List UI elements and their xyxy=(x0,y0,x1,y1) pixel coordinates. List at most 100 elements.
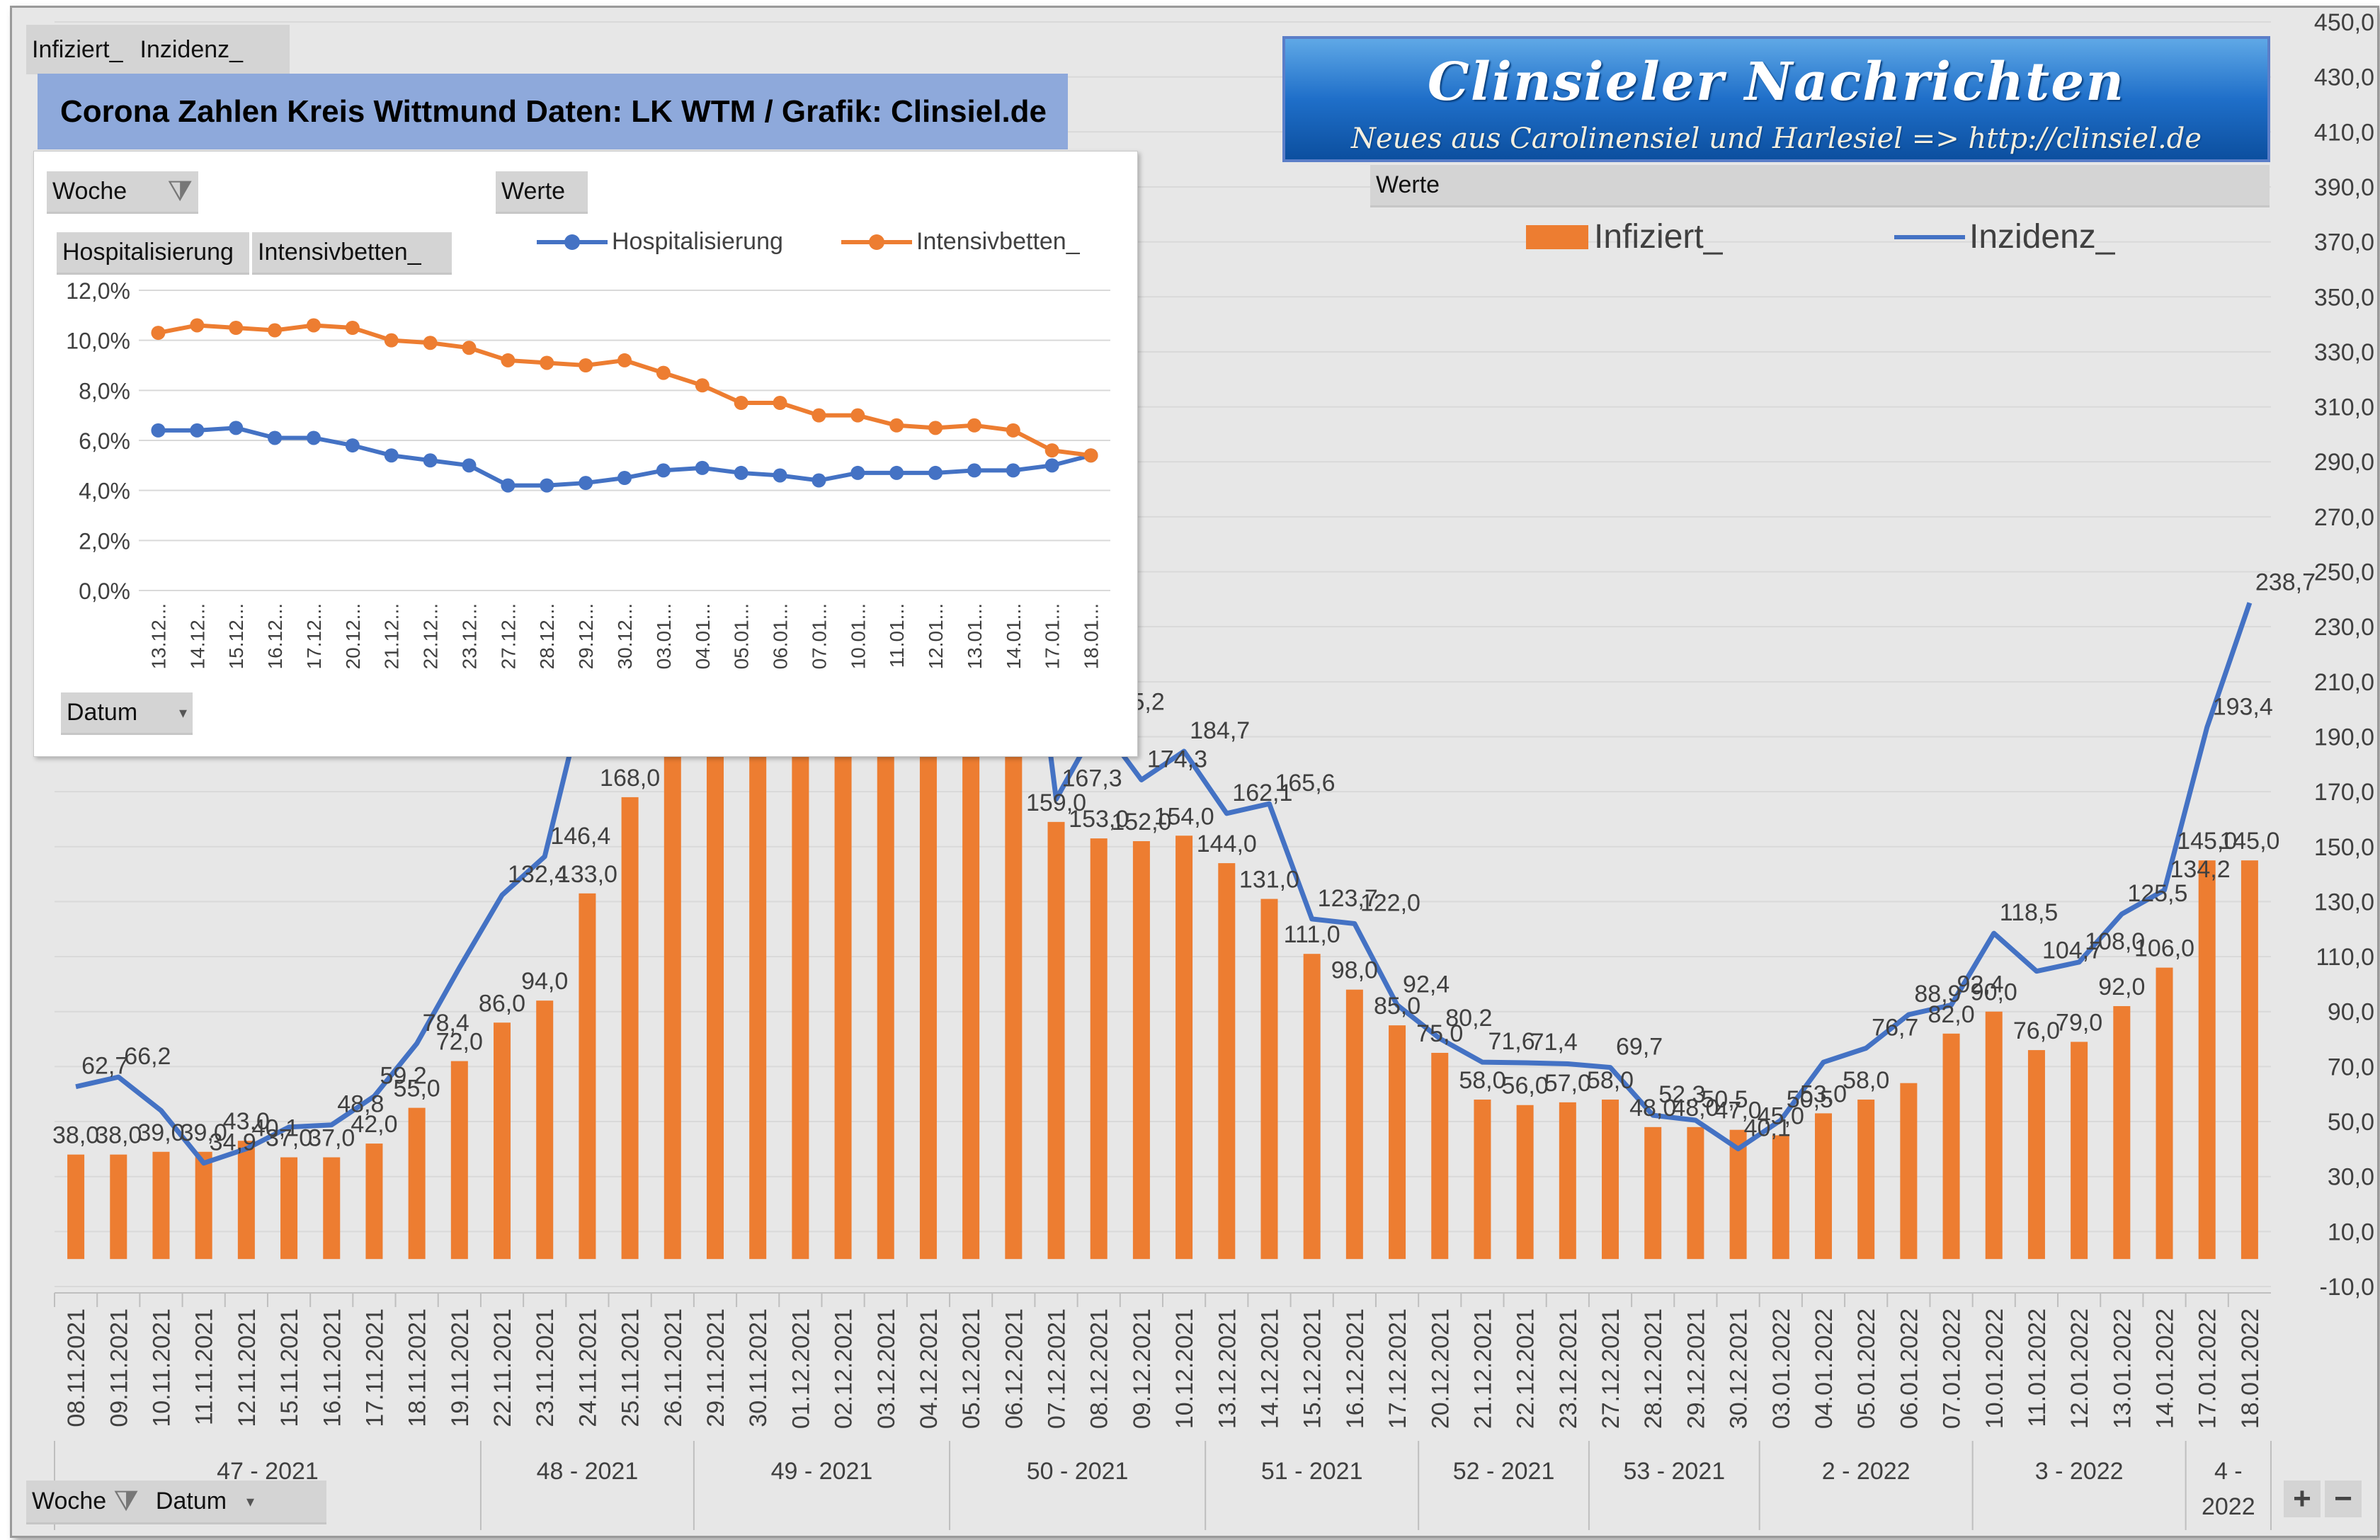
bar xyxy=(1175,835,1193,1260)
y-tick-label: 250,0 xyxy=(2314,559,2374,586)
hospitalisierung-point xyxy=(190,423,205,438)
bar xyxy=(579,893,596,1260)
woche-filter-button-inset[interactable]: Woche ⧩ xyxy=(47,171,198,214)
bar xyxy=(1431,1052,1449,1260)
bar-data-label: 106,0 xyxy=(2134,935,2194,962)
bar xyxy=(1644,1127,1662,1260)
inset-y-tick-label: 0,0% xyxy=(79,578,130,604)
intensivbetten-point xyxy=(540,355,554,370)
hospitalisierung-chart: 0,0% 2,0% 4,0% 6,0% 8,0% 10,0% 12,0% 13.12... 14… xyxy=(33,151,1138,757)
bar xyxy=(877,671,894,1260)
bar-data-label: 152,0 xyxy=(1111,809,1171,835)
y-tick-label: 90,0 xyxy=(2328,999,2374,1026)
hospitalisierung-point xyxy=(462,458,477,473)
x-tick-label: 15.12.2021 xyxy=(1299,1308,1326,1429)
y-tick-label: 430,0 xyxy=(2314,64,2374,91)
logo-title: Clinsieler Nachrichten xyxy=(1427,52,2126,113)
bar xyxy=(494,1022,511,1260)
hospitalisierung-field-label: Hospitalisierung xyxy=(62,239,234,266)
x-tick-label: 08.12.2021 xyxy=(1086,1308,1113,1429)
clinsiel-logo: Clinsieler Nachrichten Neues aus Carolin… xyxy=(1282,36,2270,162)
line-data-label: 92,4 xyxy=(1957,971,2004,998)
line-data-label: 52,3 xyxy=(1658,1081,1705,1108)
intensivbetten-field-label: Intensivbetten_ xyxy=(258,239,421,266)
bar-data-label: 144,0 xyxy=(1197,831,1257,857)
collapse-button[interactable]: − xyxy=(2325,1481,2362,1517)
inset-x-tick-label: 18.01... xyxy=(1081,603,1103,669)
x-tick-label: 14.12.2021 xyxy=(1256,1308,1283,1429)
expand-button[interactable]: + xyxy=(2284,1481,2321,1517)
hospitalisierung-field-button[interactable]: Hospitalisierung xyxy=(57,232,249,275)
x-tick-label: 30.12.2021 xyxy=(1726,1308,1753,1429)
bar xyxy=(919,671,937,1260)
week-group-label: 52 - 2021 xyxy=(1453,1458,1555,1485)
inset-y-tick-label: 12,0% xyxy=(66,278,130,304)
inset-x-tick-label: 27.12... xyxy=(497,603,519,669)
intensivbetten-point xyxy=(1083,448,1098,463)
inset-x-tick-label: 22.12... xyxy=(420,603,442,669)
intensivbetten-field-button[interactable]: Intensivbetten_ xyxy=(252,232,452,275)
werte-field-button-inset[interactable]: Werte xyxy=(496,171,588,214)
legend-line-swatch xyxy=(1894,234,1965,239)
y-tick-label: 150,0 xyxy=(2314,834,2374,861)
bar xyxy=(1900,1083,1918,1260)
inset-x-tick-label: 10.01... xyxy=(847,603,869,669)
line-data-label: 71,4 xyxy=(1531,1029,1578,1056)
line-data-label: 92,4 xyxy=(1403,971,1450,998)
week-group-label: 49 - 2021 xyxy=(771,1458,873,1485)
bar-data-label: 58,0 xyxy=(1843,1067,1889,1094)
legend-inzidenz-label: Inzidenz_ xyxy=(1969,218,2115,256)
x-tick-label: 23.12.2021 xyxy=(1555,1308,1582,1429)
legend-bar-swatch xyxy=(1526,224,1588,249)
inset-x-tick-label: 14.12... xyxy=(186,603,208,669)
bar-data-label: 48,0 xyxy=(1672,1095,1719,1122)
week-group-label: 2 - 2022 xyxy=(1822,1458,1911,1485)
line-data-label: 50,5 xyxy=(1701,1086,1748,1113)
intensivbetten-point xyxy=(1044,443,1059,458)
bar xyxy=(1260,899,1278,1260)
hospitalisierung-point xyxy=(889,465,904,480)
line-data-label: 78,4 xyxy=(423,1010,469,1037)
x-tick-label: 03.01.2022 xyxy=(1768,1308,1795,1429)
x-tick-label: 17.12.2021 xyxy=(1384,1308,1411,1429)
bar xyxy=(2156,967,2173,1260)
bar-data-label: 76,0 xyxy=(2013,1017,2060,1044)
x-tick-label: 22.11.2021 xyxy=(489,1308,516,1427)
y-tick-label: 30,0 xyxy=(2328,1164,2374,1191)
bar-data-label: 53,0 xyxy=(1800,1080,1847,1107)
woche-axis-button[interactable]: Woche xyxy=(32,1488,107,1515)
hospitalisierung-point xyxy=(1006,463,1020,478)
line-data-label: 167,3 xyxy=(1062,765,1122,792)
hospitalisierung-point xyxy=(540,478,554,493)
datum-field-button-inset[interactable]: Datum ▾ xyxy=(61,692,193,735)
bar-data-label: 131,0 xyxy=(1239,867,1299,894)
bar-data-label: 43,0 xyxy=(223,1108,270,1135)
bar-data-label: 79,0 xyxy=(2056,1009,2102,1036)
week-group-label: 53 - 2021 xyxy=(1623,1458,1725,1485)
inset-x-tick-label: 07.01... xyxy=(808,603,830,669)
intensivbetten-point xyxy=(617,353,632,367)
bar-data-label: 42,0 xyxy=(351,1111,397,1138)
intensivbetten-point xyxy=(462,341,477,355)
x-tick-label: 11.11.2021 xyxy=(191,1308,218,1425)
x-tick-label: 24.11.2021 xyxy=(574,1308,601,1427)
werte-field-button-main[interactable]: Werte xyxy=(1370,165,2270,207)
infiziert-field-button[interactable]: Infiziert_ xyxy=(32,35,123,63)
hospitalisierung-point xyxy=(151,423,166,438)
bar xyxy=(1602,1099,1619,1260)
week-group-label: 50 - 2021 xyxy=(1027,1458,1129,1485)
y-tick-label: 110,0 xyxy=(2316,944,2374,971)
line-data-label: 62,7 xyxy=(81,1053,128,1080)
inzidenz-field-button[interactable]: Inzidenz_ xyxy=(140,35,244,63)
intensivbetten-point xyxy=(229,321,244,335)
datum-axis-button[interactable]: Datum xyxy=(155,1488,227,1515)
intensivbetten-point xyxy=(656,365,671,380)
bar xyxy=(1559,1102,1576,1260)
x-tick-label: 25.11.2021 xyxy=(617,1308,644,1427)
bar xyxy=(365,1143,383,1260)
hospitalisierung-point xyxy=(229,421,244,435)
x-tick-label: 09.11.2021 xyxy=(106,1308,132,1427)
bar-data-label: 37,0 xyxy=(308,1125,355,1152)
bar xyxy=(1516,1105,1534,1260)
inset-x-tick-label: 23.12... xyxy=(458,603,480,669)
